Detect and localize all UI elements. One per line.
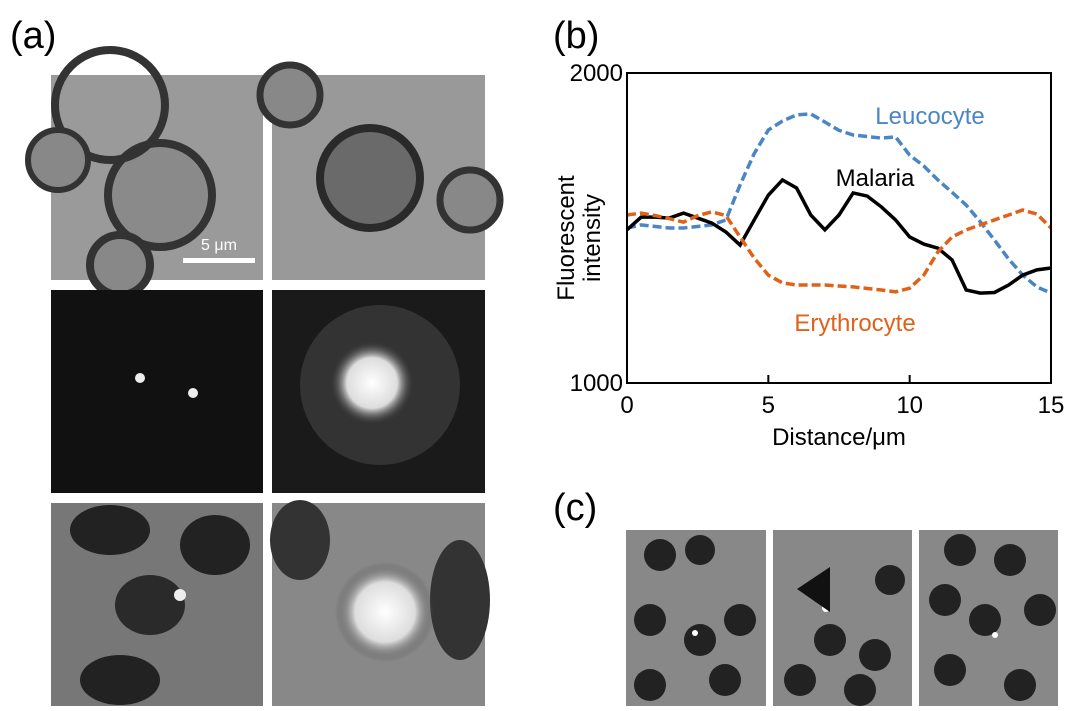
x-tick-label: 15 (1038, 392, 1065, 419)
series-label: Malaria (836, 165, 915, 192)
figure: (a) (b) (c) 5 μm (0, 0, 1084, 706)
scale-bar-label: 5 μm (201, 237, 237, 254)
panel-label: (b) (553, 15, 599, 57)
x-tick-label: 5 (762, 392, 775, 419)
y-tick-label: 2000 (570, 60, 623, 87)
x-tick-label: 0 (620, 392, 633, 419)
y-axis-label: intensity (579, 194, 606, 282)
series-label: Leucocyte (875, 103, 984, 130)
y-tick-label: 1000 (570, 370, 623, 397)
series-label: Erythrocyte (794, 310, 915, 337)
micrographs-c (626, 530, 1058, 706)
x-tick-label: 10 (896, 392, 923, 419)
micrographs-a: 5 μm (28, 50, 500, 706)
y-axis-label: Fluorescent (553, 175, 580, 301)
series-line (627, 114, 1051, 293)
series-line (627, 210, 1051, 292)
panel-label: (a) (10, 15, 56, 57)
x-axis-label: Distance/μm (772, 424, 906, 451)
series-line (627, 180, 1051, 293)
panel-label: (c) (553, 487, 597, 529)
page: (a) (b) (c) 5 μm (0, 0, 1084, 711)
